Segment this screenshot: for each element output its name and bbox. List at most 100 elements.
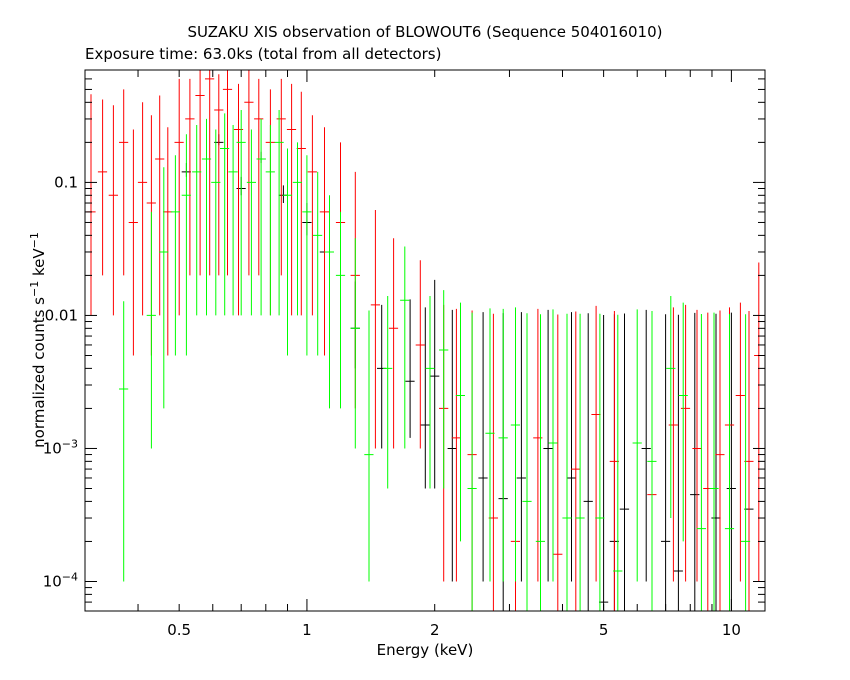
x-axis-label: Energy (keV)	[377, 641, 474, 659]
x-tick-label: 1	[302, 621, 312, 639]
x-tick-label: 10	[722, 621, 741, 639]
data-point	[292, 142, 302, 316]
data-point	[370, 210, 380, 449]
data-point	[195, 70, 205, 276]
data-point	[254, 78, 264, 276]
data-point	[726, 312, 736, 611]
y-axis-label-exp1: −1	[28, 281, 41, 297]
data-point	[591, 305, 601, 582]
data-point	[668, 307, 678, 582]
y-axis-label: normalized counts s−1 keV−1	[28, 232, 49, 448]
data-point	[599, 315, 609, 611]
data-point	[724, 314, 735, 611]
data-point	[350, 238, 360, 449]
data-point	[735, 302, 745, 582]
y-axis-label-base: normalized counts s	[30, 297, 48, 448]
data-point	[467, 312, 477, 611]
data-point	[522, 313, 532, 611]
data-point	[265, 125, 275, 316]
data-point	[451, 308, 461, 582]
data-series-0	[181, 134, 754, 611]
chart-title: SUZAKU XIS observation of BLOWOUT6 (Sequ…	[187, 23, 662, 41]
data-point	[485, 308, 495, 582]
data-point	[307, 115, 317, 316]
data-point	[388, 238, 399, 449]
data-point	[128, 129, 138, 356]
data-point	[246, 129, 256, 316]
data-point	[543, 309, 553, 582]
data-point	[276, 78, 286, 276]
data-point	[214, 74, 224, 276]
data-point	[324, 195, 334, 409]
data-point	[510, 307, 520, 582]
data-point	[420, 307, 430, 489]
data-point	[641, 309, 651, 582]
data-point	[282, 148, 293, 356]
data-point	[146, 211, 156, 449]
data-point	[296, 91, 306, 316]
data-point	[220, 113, 230, 316]
y-tick-label: 0.01	[45, 306, 78, 324]
data-point	[535, 314, 545, 611]
data-point	[678, 302, 688, 542]
data-point	[548, 309, 558, 582]
data-point	[711, 313, 721, 611]
y-tick-label: 10−4	[43, 570, 78, 591]
data-point	[302, 155, 312, 356]
data-point	[274, 110, 284, 316]
y-tick-label: 0.1	[54, 173, 78, 191]
data-point	[455, 302, 465, 542]
data-point	[680, 304, 691, 582]
data-point	[319, 127, 330, 356]
data-point	[119, 89, 129, 276]
data-point	[335, 211, 346, 409]
data-point	[192, 125, 202, 316]
data-point	[571, 311, 581, 611]
y-axis-label-mid: keV	[30, 248, 48, 281]
data-point	[137, 102, 148, 316]
data-point	[740, 314, 751, 611]
data-point	[205, 70, 215, 276]
data-point	[286, 83, 297, 316]
data-point	[228, 125, 238, 316]
data-point	[690, 312, 700, 611]
data-point	[498, 308, 508, 582]
data-point	[256, 118, 266, 316]
data-point	[703, 312, 713, 611]
data-point	[313, 171, 323, 356]
data-point	[661, 314, 671, 611]
data-point	[709, 312, 719, 611]
data-point	[278, 185, 288, 203]
data-point	[425, 296, 435, 489]
data-point	[619, 313, 630, 611]
data-point	[673, 314, 683, 611]
data-layer	[86, 70, 764, 611]
data-point	[159, 167, 169, 409]
data-point	[647, 311, 657, 611]
data-point	[447, 309, 457, 582]
data-point	[119, 301, 129, 582]
data-point	[233, 83, 244, 316]
data-point	[170, 155, 180, 356]
data-point	[583, 313, 593, 611]
y-tick-label: 10−3	[43, 437, 78, 458]
chart-subtitle: Exposure time: 63.0ks (total from all de…	[85, 45, 441, 63]
y-axis-label-exp2: −1	[28, 232, 41, 248]
data-point	[430, 279, 440, 489]
data-point	[516, 312, 526, 582]
data-point	[97, 99, 108, 276]
data-point	[108, 105, 118, 316]
data-point	[696, 314, 706, 611]
x-tick-label: 0.5	[167, 621, 191, 639]
data-point	[575, 313, 585, 611]
data-point	[613, 314, 623, 611]
data-point	[562, 313, 572, 611]
data-series-2	[119, 110, 751, 611]
data-point	[478, 312, 488, 582]
data-point	[439, 290, 449, 489]
data-point	[400, 246, 410, 449]
data-point	[666, 296, 676, 518]
data-point	[211, 129, 221, 316]
data-point	[244, 70, 254, 276]
